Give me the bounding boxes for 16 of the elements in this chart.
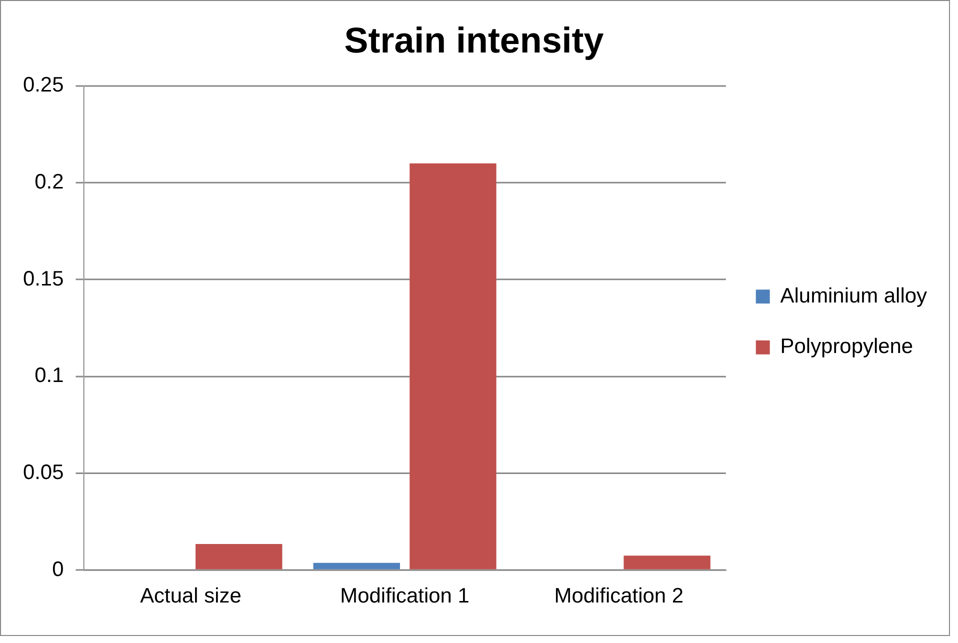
y-tick-label: 0.2 xyxy=(34,170,64,194)
x-tick-label: Modification 2 xyxy=(554,584,684,608)
y-tick-label: 0.15 xyxy=(22,267,64,290)
legend-label: Aluminium alloy xyxy=(780,284,928,308)
bar xyxy=(624,556,710,570)
y-tick-label: 0.05 xyxy=(22,460,64,484)
y-tick-label: 0 xyxy=(52,558,64,581)
bar xyxy=(196,544,282,570)
x-tick-label: Actual size xyxy=(140,584,242,608)
legend-label: Polypropylene xyxy=(780,335,914,358)
x-tick-label: Modification 1 xyxy=(340,584,470,608)
bar xyxy=(313,562,400,570)
y-tick-label: 0.1 xyxy=(34,364,64,388)
bar xyxy=(410,163,496,570)
chart-title: Strain intensity xyxy=(344,20,604,60)
y-tick-label: 0.25 xyxy=(22,74,64,97)
